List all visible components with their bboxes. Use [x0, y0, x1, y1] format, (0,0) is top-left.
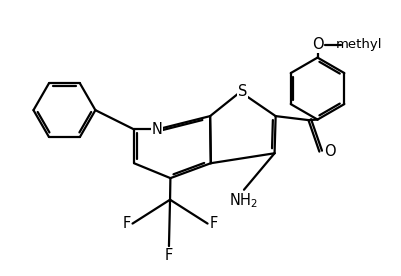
Text: F: F	[122, 216, 130, 231]
Text: F: F	[209, 216, 217, 231]
Text: methyl: methyl	[335, 38, 381, 51]
Text: O: O	[323, 144, 335, 159]
Text: F: F	[164, 248, 173, 263]
Text: N: N	[152, 122, 162, 137]
Text: O: O	[311, 37, 322, 52]
Text: S: S	[237, 84, 246, 99]
Text: NH$_2$: NH$_2$	[229, 192, 258, 210]
